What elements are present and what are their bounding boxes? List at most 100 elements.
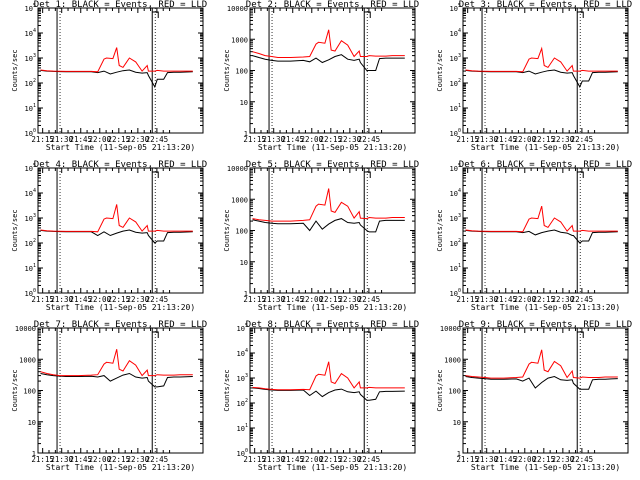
y-tick-label: 1 [244,290,248,298]
y-tick-label: 101 [25,263,36,273]
marker-flag [152,171,159,178]
y-tick-label: 101 [450,103,461,113]
x-tick-label: 22:15 [533,295,556,304]
x-tick-label: 21:45 [494,295,517,304]
panel-det-4: Det 4: BLACK = Events, RED = LLD10010110… [11,160,207,312]
y-tick-exponent: 1 [458,103,461,109]
panel-title: Det 5: BLACK = Events, RED = LLD [246,160,419,170]
panel-title: Det 2: BLACK = Events, RED = LLD [246,0,419,10]
x-tick-label: 21:45 [494,455,517,464]
marker-flag [364,171,371,178]
y-tick-label: 103 [450,53,461,63]
y-axis-label: Counts/sec [223,369,231,411]
plot-frame [249,327,416,454]
x-tick-label: 21:45 [494,135,517,144]
series-lld-line [465,46,618,73]
y-tick-label: 104 [25,28,36,38]
y-tick-label: 101 [237,423,248,433]
y-tick-label: 103 [25,53,36,63]
y-tick-label: 102 [25,238,36,248]
y-tick-label: 101 [25,103,36,113]
x-tick-label: 22:45 [358,135,381,144]
y-tick-label: 1000 [444,356,461,364]
y-tick-label: 105 [25,163,36,173]
y-axis-label: Counts/sec [11,369,19,411]
y-tick-exponent: 2 [33,238,36,244]
x-axis-label: Start Time (11-Sep-05 21:13:20) [471,143,620,152]
marker-flag [364,331,371,338]
x-tick-label: 21:30 [475,295,498,304]
y-tick-label: 102 [450,238,461,248]
y-axis-label: Counts/sec [436,49,444,91]
x-tick-label: 22:30 [339,295,362,304]
marker-flag [577,171,584,178]
x-tick-label: 22:15 [533,455,556,464]
y-tick-label: 10 [453,419,461,427]
series-lld-line [252,188,405,222]
x-tick-label: 21:30 [262,135,285,144]
x-tick-label: 22:30 [552,295,575,304]
x-tick-label: 22:30 [552,455,575,464]
series-lld-line [252,361,405,391]
y-tick-label: 10000 [227,165,248,173]
x-tick-label: 22:45 [571,295,594,304]
panel-title: Det 3: BLACK = Events, RED = LLD [459,0,632,10]
y-tick-label: 104 [450,28,461,38]
panel-det-8: Det 8: BLACK = Events, RED = LLD10010110… [223,320,419,472]
panel-title: Det 9: BLACK = Events, RED = LLD [459,320,632,330]
y-axis-label: Counts/sec [223,209,231,251]
marker-flag [152,331,159,338]
x-axis-label: Start Time (11-Sep-05 21:13:20) [46,303,195,312]
y-tick-exponent: 4 [245,348,248,354]
x-tick-label: 21:45 [69,295,92,304]
plot-frame [37,167,204,294]
panel-det-5: Det 5: BLACK = Events, RED = LLD 1 10 100 10… [223,160,419,312]
y-tick-exponent: 1 [458,263,461,269]
y-tick-exponent: 0 [33,288,36,294]
y-tick-label: 102 [237,398,248,408]
x-axis-label: Start Time (11-Sep-05 21:13:20) [258,303,407,312]
y-tick-label: 1 [32,450,36,458]
y-tick-label: 102 [450,78,461,88]
y-tick-label: 103 [25,213,36,223]
x-tick-label: 22:45 [571,135,594,144]
x-tick-label: 22:30 [127,295,150,304]
marker-flag [577,331,584,338]
y-tick-label: 105 [450,163,461,173]
y-axis-label: Counts/sec [436,209,444,251]
x-tick-label: 22:45 [358,455,381,464]
x-tick-label: 22:45 [146,135,169,144]
x-tick-label: 21:45 [69,135,92,144]
y-tick-exponent: 0 [458,288,461,294]
y-tick-label: 103 [450,213,461,223]
x-axis-label: Start Time (11-Sep-05 21:13:20) [258,143,407,152]
x-tick-label: 22:00 [513,295,536,304]
x-tick-label: 21:15 [456,295,479,304]
x-tick-label: 21:30 [475,455,498,464]
series-lld-line [40,47,193,73]
series-events-line [40,69,193,89]
x-axis-label: Start Time (11-Sep-05 21:13:20) [471,463,620,472]
x-tick-label: 21:30 [50,135,73,144]
x-tick-label: 22:15 [320,135,343,144]
x-tick-label: 22:15 [108,455,131,464]
y-tick-label: 102 [25,78,36,88]
y-tick-label: 105 [25,3,36,13]
x-tick-label: 21:45 [281,455,304,464]
x-tick-label: 21:30 [50,295,73,304]
y-tick-label: 105 [237,323,248,333]
y-tick-label: 10000 [440,325,461,333]
series-lld-line [252,29,405,58]
plot-frame [37,327,204,454]
x-axis-label: Start Time (11-Sep-05 21:13:20) [258,463,407,472]
x-tick-label: 21:45 [69,455,92,464]
y-tick-label: 103 [237,373,248,383]
series-lld-line [465,349,618,379]
x-tick-label: 22:15 [320,455,343,464]
y-tick-label: 100 [450,128,461,138]
y-tick-exponent: 3 [245,373,248,379]
x-tick-label: 22:00 [300,295,323,304]
y-tick-label: 1000 [231,196,248,204]
y-tick-exponent: 0 [245,448,248,454]
